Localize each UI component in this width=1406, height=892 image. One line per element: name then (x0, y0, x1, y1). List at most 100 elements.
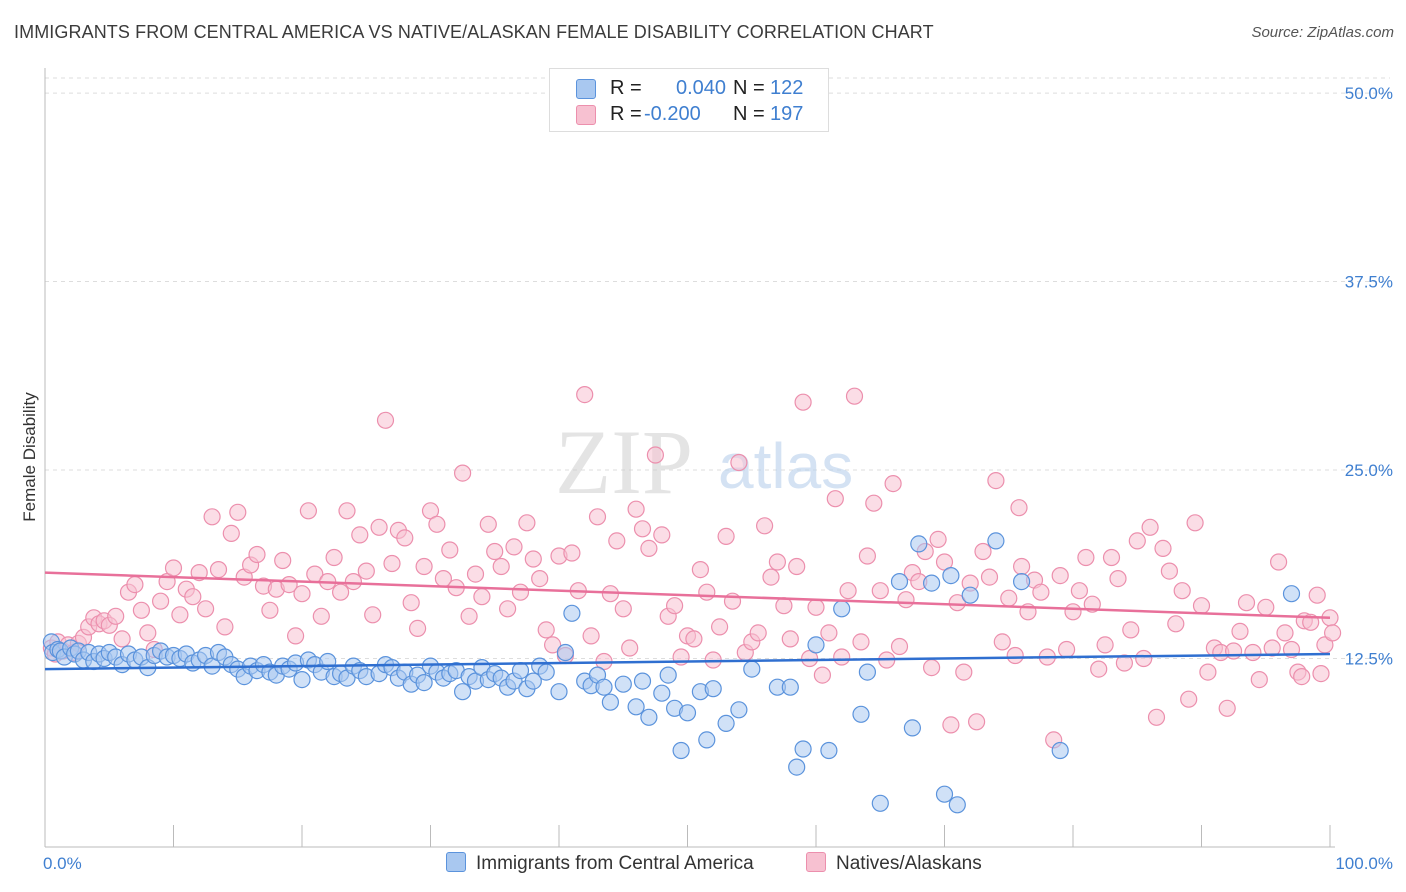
scatter-point (454, 683, 472, 701)
scatter-point (743, 660, 761, 678)
scatter-point (1010, 499, 1028, 517)
scatter-point (653, 526, 671, 544)
scatter-point (762, 568, 780, 586)
scatter-point (107, 607, 125, 625)
scatter-point (633, 672, 652, 690)
scatter-point (1308, 586, 1326, 604)
scatter-point (929, 530, 947, 549)
scatter-point (948, 796, 966, 814)
scatter-point (890, 637, 909, 656)
scatter-point (820, 741, 838, 760)
scatter-point (640, 708, 658, 726)
correlation-legend: R = 0.040 N = 122 R = -0.200 N = 197 (549, 68, 829, 132)
legend-n-value: 122 (770, 77, 804, 99)
y-tick-label: 37.5% (1345, 273, 1393, 292)
scatter-point (1115, 654, 1134, 672)
scatter-point (601, 693, 620, 711)
scatter-point (775, 597, 793, 615)
bottom-legend-swatch-blue (446, 852, 466, 872)
scatter-point (1218, 699, 1236, 717)
scatter-point (524, 550, 542, 568)
scatter-point (383, 554, 401, 573)
central-america-points (42, 532, 1301, 814)
scatter-point (1312, 664, 1330, 683)
scatter-point (274, 551, 292, 570)
scatter-point (1032, 583, 1050, 601)
scatter-point (955, 663, 973, 681)
scatter-point (1173, 582, 1191, 600)
scatter-point (813, 666, 832, 684)
scatter-point (710, 618, 729, 636)
scatter-point (499, 600, 517, 618)
scatter-point (698, 583, 716, 601)
scatter-point (1180, 690, 1198, 708)
scatter-point (171, 606, 189, 624)
scatter-point (935, 785, 954, 803)
scatter-point (691, 560, 710, 579)
scatter-point (974, 542, 992, 561)
bottom-legend-label-pink: Natives/Alaskans (836, 853, 982, 874)
scatter-point (1012, 572, 1031, 591)
scatter-point (640, 539, 658, 558)
scatter-point (466, 565, 485, 583)
scatter-point (967, 713, 986, 731)
scatter-point (209, 560, 228, 579)
scatter-point (454, 464, 472, 482)
scatter-point (858, 663, 877, 681)
scatter-point (595, 678, 613, 696)
scatter-point (987, 532, 1005, 550)
scatter-point (788, 557, 806, 576)
scatter-point (858, 547, 877, 565)
scatter-point (833, 600, 851, 618)
scatter-point (556, 643, 575, 662)
scatter-point (222, 524, 240, 543)
scatter-point (518, 514, 536, 532)
scatter-point (415, 673, 433, 692)
scatter-point (980, 568, 999, 586)
x-tick-label: 100.0% (1335, 854, 1393, 873)
scatter-point (1128, 532, 1146, 550)
scatter-point (1051, 741, 1069, 760)
scatter-point (531, 569, 549, 588)
scatter-point (1122, 621, 1140, 639)
scatter-point (338, 502, 356, 520)
scatter-point (717, 714, 735, 733)
scatter-point (588, 508, 607, 526)
scatter-point (903, 719, 922, 737)
scatter-point (1096, 636, 1114, 654)
scatter-point (441, 541, 459, 559)
scatter-point (665, 597, 684, 615)
scatter-point (409, 619, 427, 638)
scatter-point (852, 633, 870, 651)
scatter-point (621, 639, 639, 657)
scatter-point (325, 548, 343, 567)
scatter-point (1012, 557, 1031, 576)
scatter-point (543, 636, 562, 654)
scatter-point (1186, 514, 1204, 532)
scatter-point (781, 678, 799, 696)
scatter-point (1090, 660, 1108, 678)
scatter-point (993, 633, 1011, 651)
scatter-point (479, 515, 497, 533)
scatter-point (942, 566, 960, 585)
scatter-point (1257, 598, 1275, 616)
scatter-point (653, 684, 671, 702)
scatter-point (942, 716, 960, 734)
scatter-point (1293, 667, 1311, 686)
scatter-point (865, 494, 883, 512)
scatter-point (415, 557, 433, 576)
scatter-point (1282, 585, 1301, 603)
scatter-point (582, 627, 600, 645)
y-tick-label: 25.0% (1345, 461, 1393, 480)
scatter-point (396, 529, 414, 547)
scatter-point (1263, 639, 1281, 657)
scatter-point (922, 574, 941, 592)
scatter-point (704, 680, 722, 698)
scatter-point (164, 559, 183, 577)
scatter-point (730, 701, 748, 719)
scatter-point (897, 591, 915, 609)
scatter-point (627, 698, 645, 716)
scatter-point (1102, 548, 1121, 567)
scatter-point (794, 740, 812, 758)
